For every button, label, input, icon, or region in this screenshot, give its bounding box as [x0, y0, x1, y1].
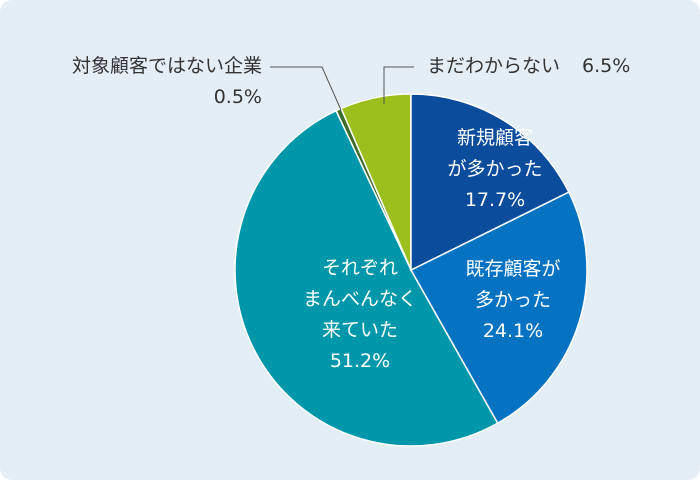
pie-slice: [409, 191, 588, 425]
pie-slice: [234, 109, 499, 447]
category-label: それぞれ まんべんなく 来ていた: [302, 257, 417, 341]
value-label: 51.2%: [329, 350, 391, 372]
value-label: 0.5%: [213, 86, 262, 108]
value-label: 17.7%: [464, 189, 526, 211]
value-label: 24.1%: [482, 320, 544, 342]
category-label: まだわからない: [427, 55, 561, 77]
leader-line: [270, 66, 342, 111]
slice-label: それぞれ まんべんなく 来ていた 51.2%: [290, 253, 430, 377]
category-label: 対象顧客ではない企業: [71, 55, 262, 77]
category-label: 既存顧客が 多かった: [465, 258, 561, 311]
value-label: 6.5%: [582, 55, 631, 77]
pie-slice: [410, 93, 570, 272]
slice-label: 対象顧客ではない企業 0.5%: [10, 51, 262, 113]
category-label: 新規顧客 が多かった: [447, 127, 543, 180]
slice-label: 新規顧客 が多かった 17.7%: [430, 123, 560, 216]
slice-label: 既存顧客が 多かった 24.1%: [448, 254, 578, 347]
slice-label: まだわからない 6.5%: [427, 51, 697, 82]
leader-line: [383, 66, 414, 104]
